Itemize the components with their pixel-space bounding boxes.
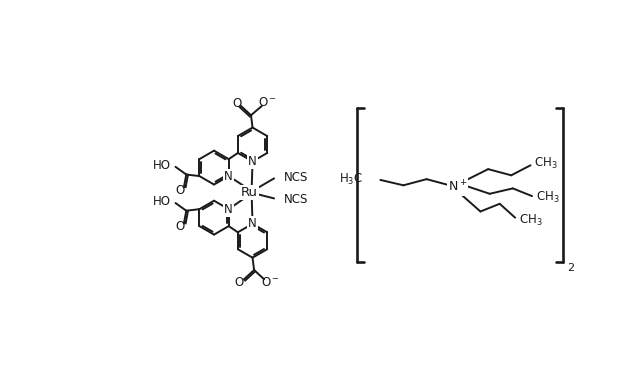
Text: 2: 2	[566, 263, 574, 273]
Text: Ru: Ru	[241, 186, 258, 199]
Text: HO: HO	[152, 159, 171, 172]
Text: N$^+$: N$^+$	[447, 179, 467, 195]
Text: O$^-$: O$^-$	[260, 276, 280, 289]
Text: O: O	[235, 276, 244, 289]
Text: O: O	[175, 184, 185, 197]
Text: H$_3$C: H$_3$C	[339, 172, 364, 187]
Text: CH$_3$: CH$_3$	[519, 212, 543, 228]
Text: N: N	[225, 203, 233, 216]
Text: N: N	[248, 217, 257, 230]
Text: HO: HO	[152, 195, 171, 208]
Text: O: O	[232, 97, 242, 110]
Text: CH$_3$: CH$_3$	[536, 190, 559, 205]
Text: N: N	[225, 169, 233, 182]
Text: O: O	[175, 221, 185, 233]
Text: N: N	[248, 155, 257, 168]
Text: NCS: NCS	[284, 171, 308, 184]
Text: CH$_3$: CH$_3$	[534, 155, 558, 171]
Text: O$^-$: O$^-$	[259, 97, 278, 110]
Text: NCS: NCS	[284, 193, 308, 206]
